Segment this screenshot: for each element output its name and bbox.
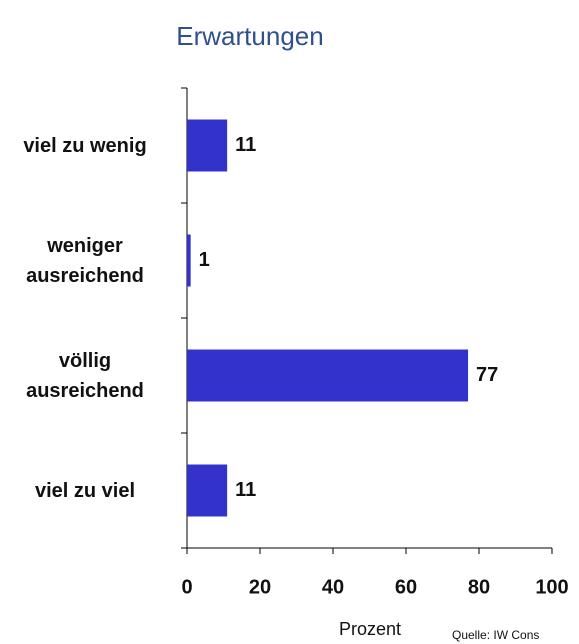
source: Quelle: IW Cons	[452, 628, 539, 642]
x-tick-label: 100	[535, 576, 568, 598]
x-tick-label: 60	[395, 576, 417, 598]
value-label: 11	[235, 479, 256, 501]
y-tick-label: viel zu wenig	[23, 134, 147, 157]
x-tick-label: 0	[181, 576, 192, 598]
bar	[187, 119, 228, 172]
bar	[187, 349, 469, 402]
value-label: 11	[235, 134, 256, 156]
x-tick-label: 80	[468, 576, 490, 598]
x-axis-label: Prozent	[339, 619, 401, 639]
chart-title: Erwartungen	[176, 21, 323, 51]
y-tick-label: viel zu viel	[34, 479, 136, 502]
x-tick-label: 40	[322, 576, 344, 598]
value-label: 77	[476, 364, 498, 386]
y-tick-label: weniger ausreichend	[26, 234, 144, 287]
x-tick-label: 20	[249, 576, 271, 598]
value-label: 1	[199, 249, 210, 271]
y-tick-label: völlig ausreichend	[26, 349, 144, 402]
bar	[187, 234, 191, 287]
bar	[187, 464, 228, 517]
